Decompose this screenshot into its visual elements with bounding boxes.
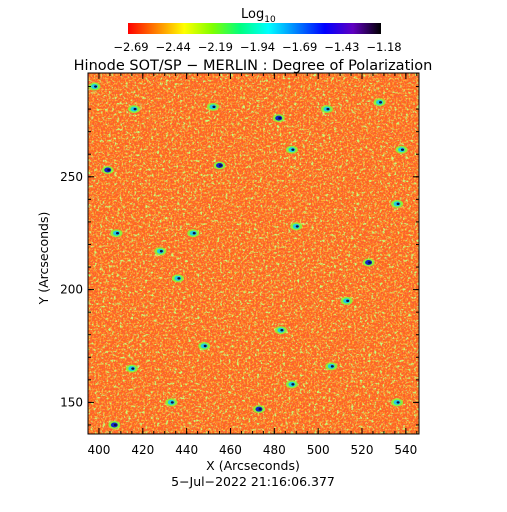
y-tick-label: 200	[60, 283, 83, 297]
feature-center	[400, 148, 404, 151]
colorbar-tick-label: −2.69	[113, 40, 148, 54]
feature-center	[113, 423, 117, 427]
x-tick-label: 460	[219, 443, 242, 457]
feature-center	[170, 401, 174, 404]
feature-center	[396, 202, 400, 206]
y-tick-label: 250	[60, 170, 83, 184]
feature-center	[280, 329, 284, 332]
feature-center	[192, 231, 196, 235]
feature-center	[326, 107, 330, 111]
feature-center	[133, 107, 137, 111]
feature-center	[177, 277, 181, 280]
feature-center	[203, 344, 207, 348]
colorbar-tick-label: −2.44	[156, 40, 191, 54]
x-tick-label: 540	[394, 443, 417, 457]
x-tick-label: 420	[131, 443, 154, 457]
feature-center	[379, 101, 383, 104]
colorbar-bar	[128, 23, 381, 34]
feature-center	[115, 231, 119, 235]
colorbar: Log10 −2.69 −2.44 −2.19 −1.94 −1.69 −1.43 −1.1…	[113, 7, 401, 54]
feature-center	[131, 367, 135, 370]
colorbar-tick-label: −1.94	[240, 40, 275, 54]
colorbar-tick-label: −1.43	[324, 40, 359, 54]
heatmap-features	[88, 82, 408, 429]
feature-center	[107, 168, 111, 172]
feature-center	[346, 299, 350, 303]
feature-center	[396, 401, 400, 404]
timestamp: 5−Jul−2022 21:16:06.377	[171, 474, 335, 489]
feature-center	[258, 407, 262, 411]
y-axis-label: Y (Arcseconds)	[36, 212, 51, 306]
feature-center	[94, 85, 98, 88]
y-tick-label: 150	[60, 395, 83, 409]
feature-center	[219, 164, 223, 167]
x-tick-label: 440	[175, 443, 198, 457]
feature-center	[291, 148, 295, 151]
plot-frame	[87, 72, 420, 435]
axis-ticks: 400 420 440 460 480 500 520 540 150 200 250	[60, 73, 419, 457]
x-tick-label: 520	[351, 443, 374, 457]
x-tick-label: 500	[307, 443, 330, 457]
x-axis-label: X (Arcseconds)	[206, 458, 300, 473]
x-tick-label: 480	[263, 443, 286, 457]
feature-center	[212, 105, 216, 109]
heatmap	[88, 73, 419, 434]
x-tick-label: 400	[88, 443, 111, 457]
feature-center	[291, 383, 295, 386]
feature-center	[278, 116, 282, 120]
feature-center	[368, 261, 372, 264]
colorbar-tick-label: −2.19	[198, 40, 233, 54]
chart-title: Hinode SOT/SP − MERLIN : Degree of Polar…	[74, 58, 433, 74]
heatmap-green-speckle	[88, 73, 419, 434]
colorbar-tick-label: −1.69	[282, 40, 317, 54]
colorbar-ticks: −2.69 −2.44 −2.19 −1.94 −1.69 −1.43 −1.18	[113, 40, 401, 54]
feature-center	[159, 250, 163, 253]
feature-center	[330, 365, 334, 368]
colorbar-label: Log10	[241, 7, 276, 25]
colorbar-tick-label: −1.18	[366, 40, 401, 54]
feature-center	[295, 225, 299, 228]
